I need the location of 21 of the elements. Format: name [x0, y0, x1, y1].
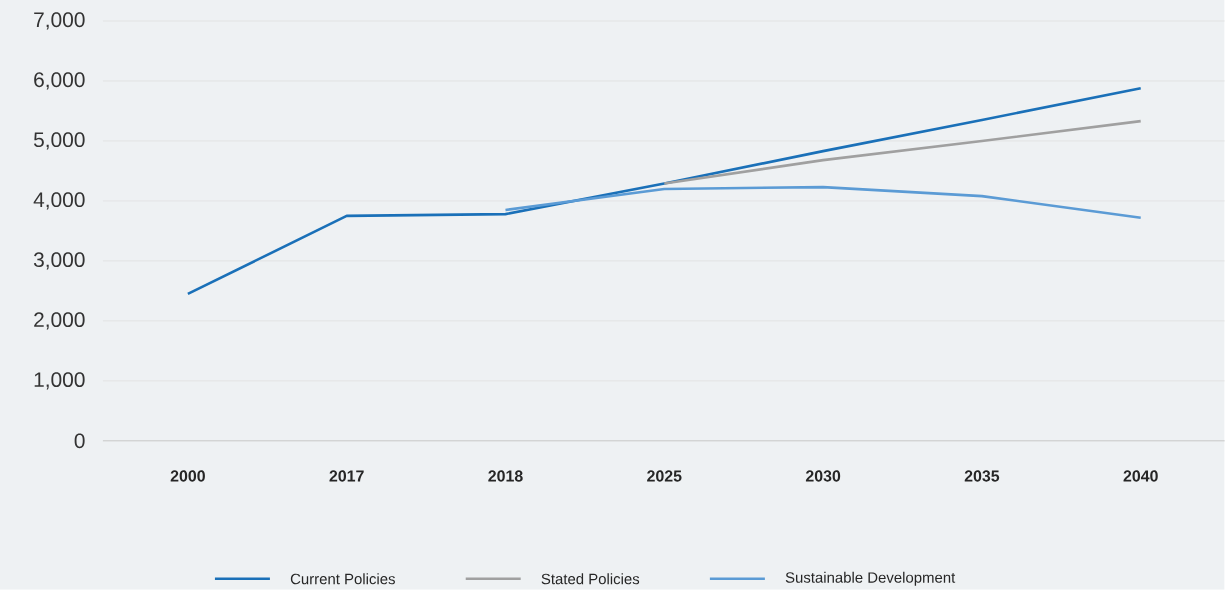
- line-series: [662, 119, 1143, 185]
- y-tick-label: 7,000: [34, 12, 85, 30]
- x-tick-label: 2040: [1123, 470, 1158, 482]
- legend-label: Sustainable Development: [785, 571, 956, 586]
- x-tick-label: 2030: [805, 470, 841, 482]
- x-tick-label: 2017: [329, 470, 364, 482]
- y-tick-label: 3,000: [33, 252, 85, 270]
- y-tick-label: 5,000: [33, 132, 85, 150]
- legend-label: Current Policies: [290, 573, 395, 585]
- x-tick-label: 2025: [647, 470, 682, 482]
- x-tick-label: 2035: [964, 470, 1000, 482]
- x-tick-label: 2000: [170, 470, 205, 482]
- line-series: [504, 185, 1143, 220]
- legend-label: Stated Policies: [541, 573, 640, 585]
- y-tick-label: 4,000: [33, 192, 85, 210]
- y-tick-label: 2,000: [34, 312, 85, 330]
- y-tick-label: 1,000: [34, 372, 85, 390]
- y-tick-label: 6,000: [34, 72, 85, 90]
- line-series: [186, 86, 1143, 296]
- x-tick-label: 2018: [488, 470, 523, 482]
- y-tick-label: 0: [74, 433, 85, 449]
